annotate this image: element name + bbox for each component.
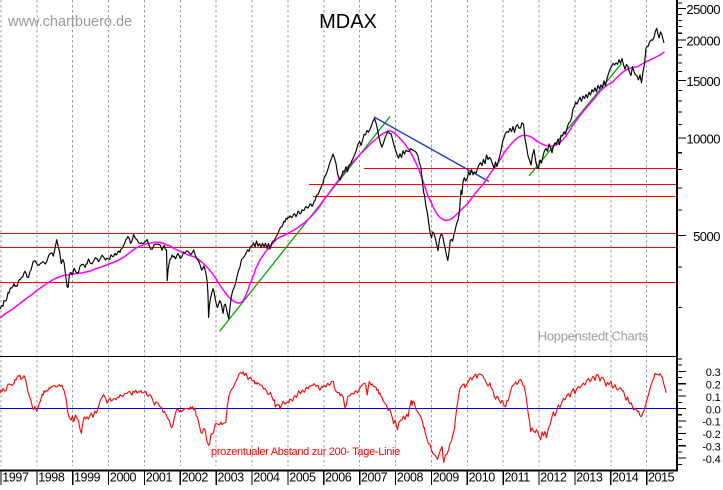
svg-text:2007: 2007 xyxy=(361,471,388,485)
svg-text:0.3: 0.3 xyxy=(706,367,721,379)
svg-text:5000: 5000 xyxy=(693,229,720,244)
svg-text:1998: 1998 xyxy=(38,471,65,485)
svg-text:-0.4: -0.4 xyxy=(702,454,720,466)
svg-text:2013: 2013 xyxy=(576,471,603,485)
svg-text:-0.3: -0.3 xyxy=(702,442,720,454)
svg-text:Hoppenstedt Charts: Hoppenstedt Charts xyxy=(538,329,649,344)
svg-text:prozentualer Abstand zur 200-: prozentualer Abstand zur 200- Tage-Linie xyxy=(211,446,400,458)
svg-text:2014: 2014 xyxy=(612,471,639,485)
svg-text:2012: 2012 xyxy=(540,471,567,485)
svg-text:2003: 2003 xyxy=(218,471,245,485)
svg-text:15000: 15000 xyxy=(686,74,720,89)
svg-text:MDAX: MDAX xyxy=(319,11,377,33)
svg-text:2001: 2001 xyxy=(146,471,173,485)
svg-text:0.1: 0.1 xyxy=(706,392,721,404)
svg-text:2009: 2009 xyxy=(433,471,460,485)
svg-text:2005: 2005 xyxy=(289,471,316,485)
svg-text:2000: 2000 xyxy=(110,471,137,485)
svg-text:1997: 1997 xyxy=(2,471,29,485)
svg-text:2006: 2006 xyxy=(325,471,352,485)
svg-text:0.0: 0.0 xyxy=(706,404,721,416)
svg-text:2004: 2004 xyxy=(253,471,280,485)
svg-text:www.chartbuero.de: www.chartbuero.de xyxy=(7,14,132,30)
svg-text:2002: 2002 xyxy=(182,471,209,485)
svg-text:2011: 2011 xyxy=(505,471,531,485)
svg-text:0.2: 0.2 xyxy=(706,380,721,392)
svg-text:-0.1: -0.1 xyxy=(702,417,720,429)
svg-text:1999: 1999 xyxy=(74,471,101,485)
svg-text:2008: 2008 xyxy=(397,471,424,485)
svg-text:25000: 25000 xyxy=(686,2,720,17)
svg-text:-0.2: -0.2 xyxy=(702,429,720,441)
svg-text:2015: 2015 xyxy=(648,471,675,485)
svg-text:2010: 2010 xyxy=(469,471,496,485)
svg-text:20000: 20000 xyxy=(686,34,720,49)
svg-text:10000: 10000 xyxy=(686,131,720,146)
